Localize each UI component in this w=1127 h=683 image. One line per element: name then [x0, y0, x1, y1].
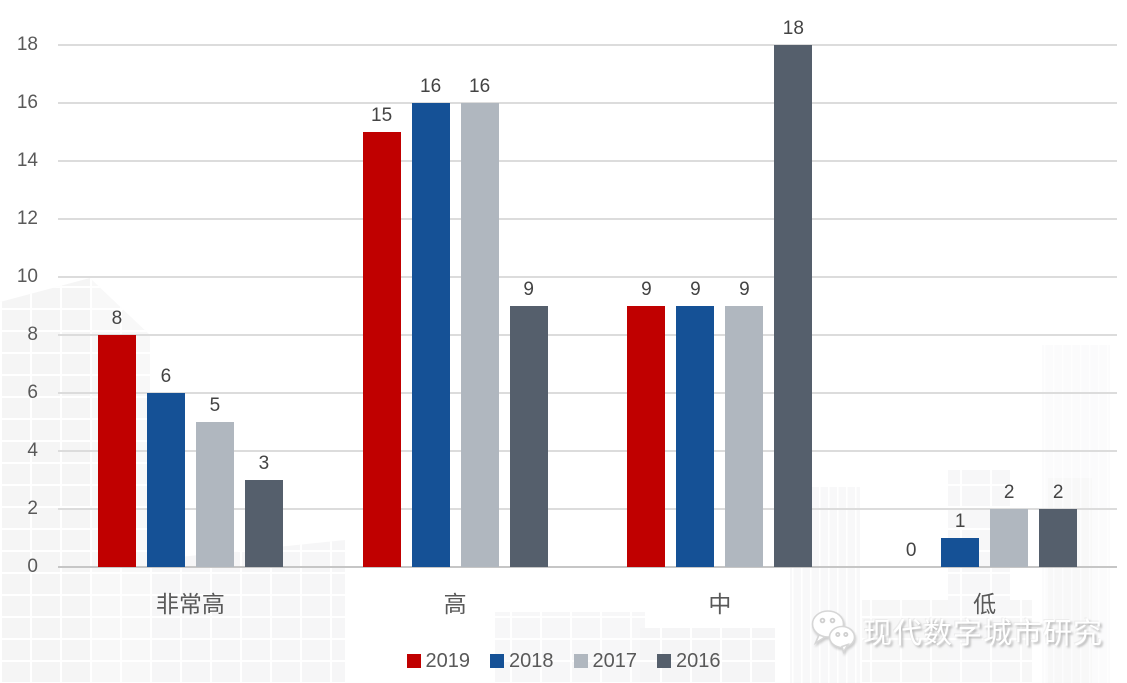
gridline — [58, 218, 1117, 220]
data-label: 15 — [371, 105, 393, 126]
data-label: 2 — [1052, 482, 1064, 503]
watermark-text: 现代数字城市研究 — [862, 618, 1103, 650]
bar-2018: 1 — [941, 511, 980, 567]
legend-swatch — [490, 654, 504, 668]
gridline — [58, 276, 1117, 278]
bar-2019: 9 — [627, 279, 666, 567]
y-tick-label: 2 — [27, 498, 38, 519]
y-tick-label: 0 — [27, 556, 38, 577]
y-axis-tick-labels: 0 2 4 6 8 10 12 14 16 18 — [0, 34, 40, 577]
legend-swatch — [573, 654, 588, 668]
bar-2017: 2 — [990, 482, 1029, 567]
bar-2019: 15 — [362, 105, 401, 567]
data-label: 9 — [739, 279, 750, 300]
data-label: 3 — [258, 453, 270, 474]
bar-group-3: 9 9 9 18 — [588, 18, 853, 567]
plot-area: 8 6 5 3 15 16 16 9 9 9 9 18 0 1 2 2 — [58, 18, 1117, 568]
bar-2017: 5 — [195, 395, 234, 567]
data-label: 5 — [209, 395, 221, 416]
legend-swatch — [406, 654, 421, 668]
y-tick-label: 6 — [27, 382, 38, 403]
gridline — [58, 334, 1117, 336]
y-tick-label: 10 — [16, 266, 38, 287]
gridline — [58, 44, 1117, 46]
data-label: 2 — [1003, 482, 1015, 503]
bar-group-1: 8 6 5 3 — [58, 45, 323, 567]
x-category-label: 高 — [443, 591, 467, 617]
data-label: 16 — [469, 76, 491, 97]
bar-group-2: 15 16 16 9 — [323, 45, 588, 567]
data-label: 1 — [954, 511, 966, 532]
x-category-label: 中 — [708, 591, 732, 617]
legend-label: 2016 — [676, 650, 721, 672]
bar-2016: 9 — [509, 279, 548, 567]
data-label: 8 — [111, 308, 123, 329]
x-category-label: 低 — [973, 591, 997, 617]
x-axis-category-labels: 非常高 高 中 低 — [58, 585, 1117, 619]
gridline — [58, 450, 1117, 452]
gridline — [58, 160, 1117, 162]
data-label: 9 — [690, 279, 701, 300]
legend-swatch — [657, 654, 671, 668]
x-category-label: 非常高 — [155, 591, 225, 617]
bar-2018: 9 — [676, 279, 715, 567]
data-label: 9 — [523, 279, 534, 300]
legend-item-2018: 2018 — [490, 650, 554, 672]
y-tick-label: 14 — [16, 150, 38, 171]
data-label: 6 — [160, 366, 172, 387]
bar-2017: 16 — [460, 76, 499, 567]
legend-item-2019: 2019 — [406, 650, 471, 672]
legend-item-2016: 2016 — [657, 650, 721, 672]
watermark: 现代数字城市研究 — [809, 608, 1103, 654]
bar-2016: 3 — [244, 453, 283, 567]
legend-label: 2018 — [509, 650, 554, 672]
legend: 2019 2018 2017 2016 — [0, 650, 1127, 672]
legend-item-2017: 2017 — [573, 650, 638, 672]
legend-label: 2019 — [425, 650, 471, 672]
y-tick-label: 4 — [27, 440, 38, 461]
gridline — [58, 392, 1117, 394]
y-tick-label: 8 — [27, 324, 38, 345]
y-tick-label: 12 — [16, 208, 38, 229]
data-label: 18 — [782, 18, 804, 39]
bar-2017: 9 — [725, 279, 764, 567]
x-axis-line — [58, 566, 1117, 568]
bar-group-4: 0 1 2 2 — [852, 45, 1117, 567]
wechat-icon — [811, 610, 856, 654]
bar-2018: 16 — [411, 76, 450, 567]
data-label: 9 — [641, 279, 652, 300]
data-label: 16 — [420, 76, 442, 97]
data-label: 0 — [905, 540, 917, 561]
bar-2016: 2 — [1039, 482, 1078, 567]
bar-2018: 6 — [146, 366, 185, 567]
y-tick-label: 18 — [16, 34, 38, 55]
gridline — [58, 102, 1117, 104]
legend-label: 2017 — [592, 650, 638, 672]
y-tick-label: 16 — [16, 92, 38, 113]
bar-2016: 18 — [774, 18, 813, 567]
bar-2019: 8 — [97, 308, 136, 567]
gridline — [58, 508, 1117, 510]
